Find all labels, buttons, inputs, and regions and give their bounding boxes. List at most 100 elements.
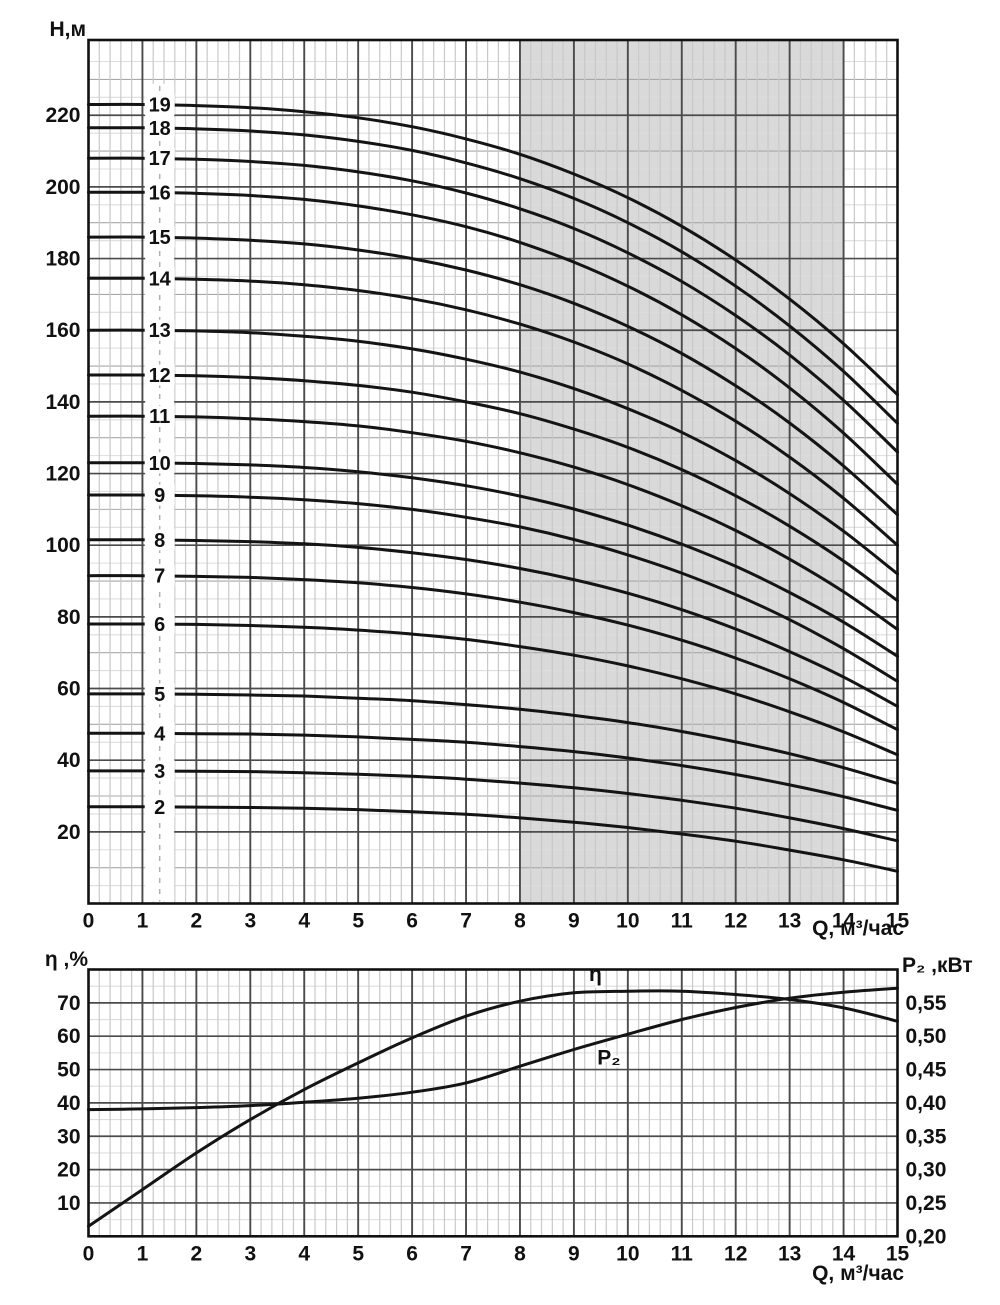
stage-curve-label-5: 5 — [154, 684, 165, 706]
stage-curve-label-19: 19 — [149, 94, 171, 116]
stage-curve-9 — [87, 493, 899, 683]
curve-label-box — [144, 565, 175, 587]
stage-curve-18 — [87, 126, 899, 425]
stage-curve-label-11: 11 — [149, 406, 170, 428]
curve-label-box — [144, 722, 175, 744]
curve-label-box — [144, 117, 175, 139]
tick-label: 40 — [57, 749, 80, 772]
tick-label: 14 — [832, 1242, 856, 1265]
curve-label-box — [144, 796, 175, 818]
curve-label-box — [144, 760, 175, 782]
tick-label: 60 — [57, 1025, 80, 1048]
tick-label: 4 — [298, 1242, 310, 1265]
stage-curve-8 — [87, 538, 899, 708]
curve-label-box — [144, 226, 175, 248]
stage-curve-14 — [87, 276, 899, 547]
curve-label-box — [144, 181, 175, 203]
stage-curve-7 — [87, 574, 899, 732]
tick-label: 12 — [724, 1242, 747, 1265]
stage-curve-17 — [87, 156, 899, 454]
stage-curve-label-13: 13 — [149, 320, 171, 342]
tick-label: 0,50 — [906, 1025, 947, 1048]
stage-curve-label-6: 6 — [154, 614, 165, 636]
stage-curve-label-12: 12 — [149, 365, 171, 387]
tick-label: 6 — [406, 1242, 418, 1265]
tick-label: 1 — [137, 910, 149, 933]
top-y-axis-title: Н,м — [49, 18, 86, 41]
tick-label: 15 — [886, 910, 910, 933]
curve-label-box — [144, 613, 175, 635]
tick-label: 9 — [568, 910, 580, 933]
tick-label: 9 — [568, 1242, 580, 1265]
stage-curve-label-17: 17 — [149, 148, 171, 170]
curve-power — [87, 986, 899, 1112]
tick-label: 0,40 — [906, 1092, 947, 1115]
tick-label: 40 — [57, 1092, 80, 1115]
tick-label: 0 — [83, 1242, 95, 1265]
tick-label: 0,30 — [906, 1159, 947, 1182]
series-label-efficiency: η — [589, 963, 602, 986]
stage-curve-13 — [87, 328, 899, 576]
tick-label: 0,45 — [906, 1059, 947, 1082]
stage-curve-15 — [87, 235, 899, 517]
stage-curve-16 — [87, 190, 899, 486]
tick-label: 120 — [45, 463, 80, 486]
curve-label-box — [144, 529, 175, 551]
stage-curve-label-2: 2 — [154, 797, 165, 819]
tick-label: 80 — [57, 606, 80, 629]
tick-label: 20 — [57, 821, 80, 844]
curve-label-box — [144, 405, 175, 427]
tick-label: 160 — [45, 319, 80, 342]
tick-label: 6 — [406, 910, 418, 933]
tick-label: 100 — [45, 534, 80, 557]
tick-label: 0 — [83, 910, 95, 933]
stage-curve-2 — [87, 805, 899, 873]
tick-label: 10 — [57, 1192, 80, 1215]
stage-curve-5 — [87, 692, 899, 785]
stage-curve-11 — [87, 414, 899, 631]
tick-label: 11 — [671, 1242, 694, 1265]
tick-label: 60 — [57, 678, 80, 701]
curve-label-box — [144, 267, 175, 289]
tick-label: 7 — [460, 1242, 472, 1265]
curve-label-box — [144, 93, 175, 115]
bottom-chart-border — [87, 968, 899, 1238]
top-x-axis-title: Q, м³/час — [812, 917, 904, 940]
stage-curve-label-16: 16 — [149, 182, 171, 204]
stage-curve-10 — [87, 461, 899, 658]
stage-curve-label-10: 10 — [149, 453, 171, 475]
tick-label: 5 — [352, 910, 364, 933]
stage-curve-label-8: 8 — [154, 530, 165, 552]
tick-label: 0,55 — [906, 992, 947, 1015]
bottom-y-right-axis-title: P₂ ,кВт — [902, 954, 973, 977]
tick-label: 200 — [45, 176, 80, 199]
tick-label: 13 — [778, 910, 801, 933]
tick-label: 0,20 — [906, 1225, 947, 1248]
tick-label: 11 — [671, 910, 694, 933]
tick-label: 220 — [45, 104, 80, 127]
tick-label: 70 — [57, 992, 80, 1015]
tick-label: 7 — [460, 910, 472, 933]
tick-label: 8 — [514, 1242, 526, 1265]
curve-label-box — [144, 452, 175, 474]
tick-label: 15 — [886, 1242, 910, 1265]
tick-label: 0,25 — [906, 1192, 947, 1215]
stage-curve-4 — [87, 731, 899, 812]
stage-curve-label-15: 15 — [149, 227, 171, 249]
tick-label: 20 — [57, 1159, 80, 1182]
tick-label: 2 — [191, 1242, 203, 1265]
tick-label: 2 — [191, 910, 203, 933]
stage-curve-3 — [87, 769, 899, 843]
tick-label: 3 — [244, 910, 256, 933]
tick-label: 1 — [137, 1242, 149, 1265]
tick-label: 0,35 — [906, 1125, 947, 1148]
stage-curve-label-4: 4 — [154, 723, 166, 745]
tick-label: 12 — [724, 910, 747, 933]
curve-label-box — [144, 319, 175, 341]
series-label-power: P₂ — [597, 1047, 620, 1070]
tick-label: 180 — [45, 248, 80, 271]
